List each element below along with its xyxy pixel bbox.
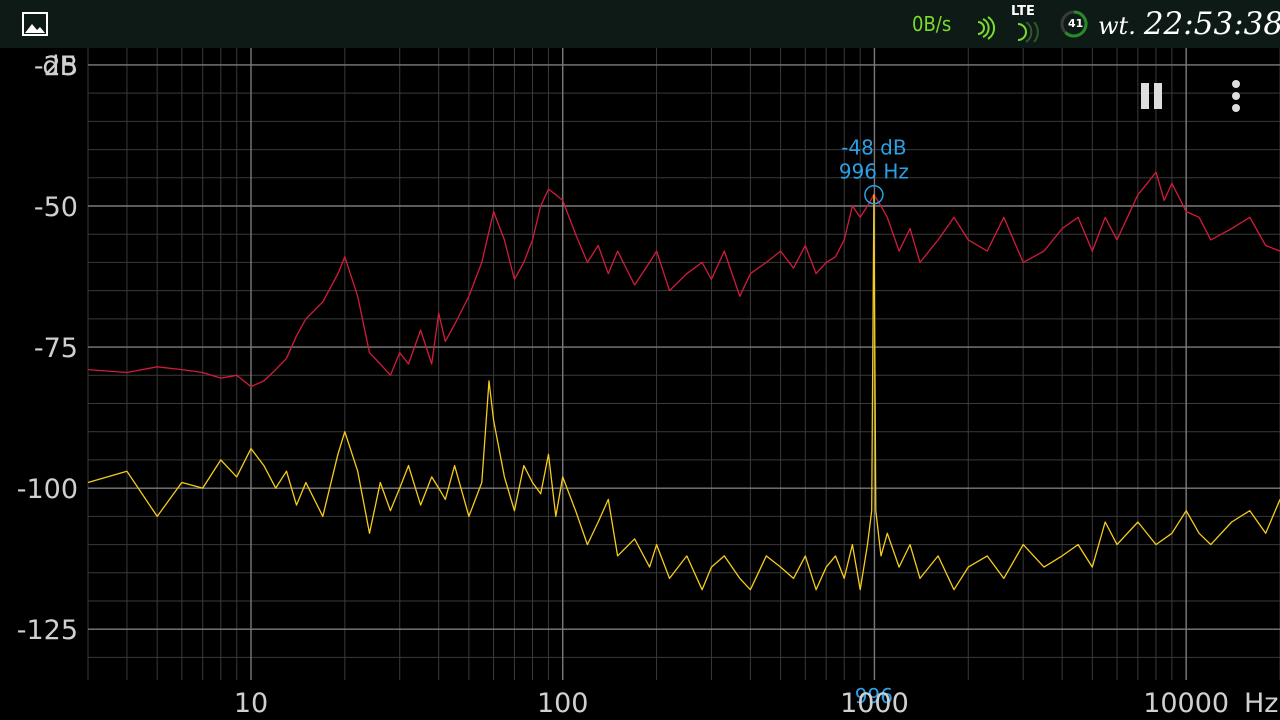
series-line-0: [87, 171, 1280, 388]
battery-level: 41: [1068, 17, 1084, 30]
peak-cursor-marker: [864, 184, 884, 205]
y-tick-label: -50: [34, 192, 78, 223]
peak-hz-label: 996 Hz: [839, 160, 909, 184]
more-vertical-icon[interactable]: [1226, 78, 1246, 114]
data-activity-icon: [977, 16, 995, 40]
signal-icon: [1017, 22, 1039, 43]
x-tick-label: 1000: [840, 688, 909, 719]
status-bar: 0B/s LTE 41 wt. 22:53:38: [0, 0, 1280, 48]
clock: wt. 22:53:38: [1098, 0, 1280, 48]
net-speed: 0B/s: [912, 12, 952, 36]
network-type: LTE: [1011, 4, 1035, 19]
y-tick-label: -25: [34, 51, 78, 82]
x-tick-label: 100: [537, 688, 589, 719]
y-tick-label: -125: [17, 615, 78, 646]
y-tick-label: -100: [17, 474, 78, 505]
y-tick-label: -75: [34, 333, 78, 364]
peak-db-label: -48 dB: [841, 136, 906, 160]
axis-layer: -25 -50 -75 -100 -125 10 100 1000 10000 dB Hz: [17, 51, 1279, 719]
grid-major: [88, 48, 1280, 680]
x-axis-unit-label: Hz: [1244, 688, 1278, 719]
peak-axis-label: 996: [855, 684, 893, 708]
grid-minor: [87, 48, 1280, 680]
image-icon[interactable]: [22, 11, 48, 37]
time-label: 22:53:38: [1143, 6, 1280, 42]
x-tick-label: 10000: [1143, 688, 1229, 719]
day-label: wt.: [1098, 12, 1136, 40]
y-axis-unit-label: dB: [42, 51, 78, 82]
pause-icon[interactable]: [1138, 82, 1166, 110]
series-line-1: [87, 194, 1280, 591]
battery-icon: [1060, 10, 1088, 38]
series-layer: [87, 171, 1280, 591]
x-tick-label: 10: [234, 688, 268, 719]
